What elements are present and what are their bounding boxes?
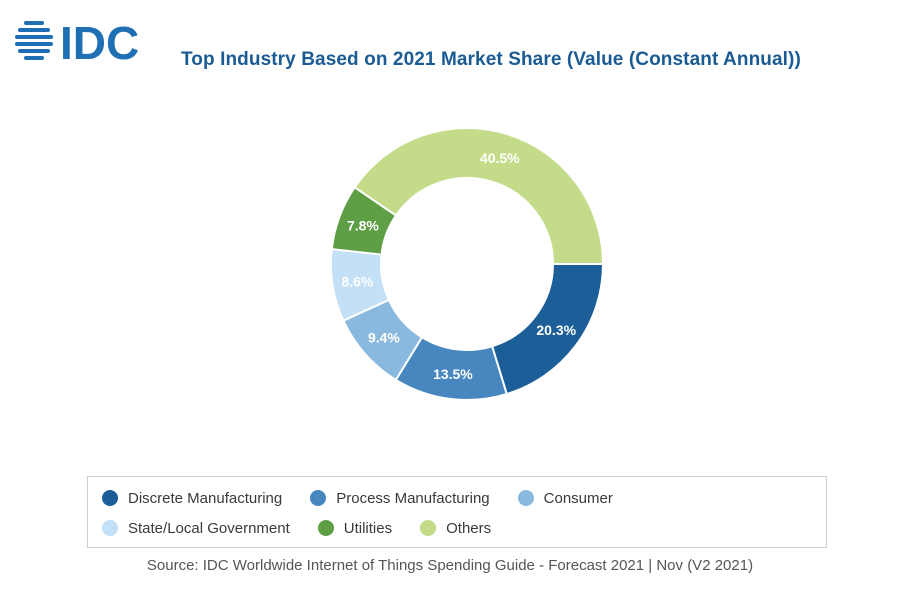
legend-label: Process Manufacturing <box>336 489 490 507</box>
legend-swatch-icon <box>420 520 437 536</box>
slice-label: 13.5% <box>433 366 473 382</box>
logo-text: IDC <box>60 17 139 64</box>
legend-swatch-icon <box>310 490 327 506</box>
legend-item: State/Local Government <box>102 520 290 537</box>
slice-label: 8.6% <box>341 274 373 290</box>
legend-label: Others <box>446 519 492 537</box>
legend-label: Discrete Manufacturing <box>128 489 283 507</box>
donut-chart: 20.3% 13.5% 9.4% 8.6% 7.8% 40.5% <box>330 127 605 401</box>
legend-label: State/Local Government <box>128 519 290 537</box>
legend-label: Utilities <box>343 519 393 537</box>
legend-row: Discrete Manufacturing Process Manufactur… <box>102 487 641 509</box>
chart-title: Top Industry Based on 2021 Market Share … <box>181 49 801 70</box>
legend-row: State/Local Government Utilities Others <box>102 517 519 539</box>
logo-globe-icon <box>15 21 53 60</box>
legend-swatch-icon <box>317 520 334 536</box>
legend-swatch-icon <box>102 520 118 536</box>
legend-item: Utilities <box>317 519 393 537</box>
slice-label: 7.8% <box>347 217 379 233</box>
legend-item: Discrete Manufacturing <box>102 490 282 507</box>
chart-legend: Discrete Manufacturing Process Manufactur… <box>87 476 827 548</box>
slice-label: 20.3% <box>536 322 576 338</box>
legend-swatch-icon <box>517 490 534 506</box>
chart-header: IDC Top Industry Based on 2021 Market Sh… <box>8 16 898 70</box>
legend-label: Consumer <box>543 489 613 507</box>
legend-swatch-icon <box>102 490 118 506</box>
source-note: Source: IDC Worldwide Internet of Things… <box>146 557 754 574</box>
idc-logo: IDC <box>15 17 139 64</box>
slice-others <box>353 127 605 265</box>
slice-label: 9.4% <box>368 330 400 346</box>
slice-label: 40.5% <box>480 150 520 166</box>
legend-item: Process Manufacturing <box>310 489 490 507</box>
legend-item: Others <box>420 520 491 537</box>
legend-item: Consumer <box>517 489 613 507</box>
